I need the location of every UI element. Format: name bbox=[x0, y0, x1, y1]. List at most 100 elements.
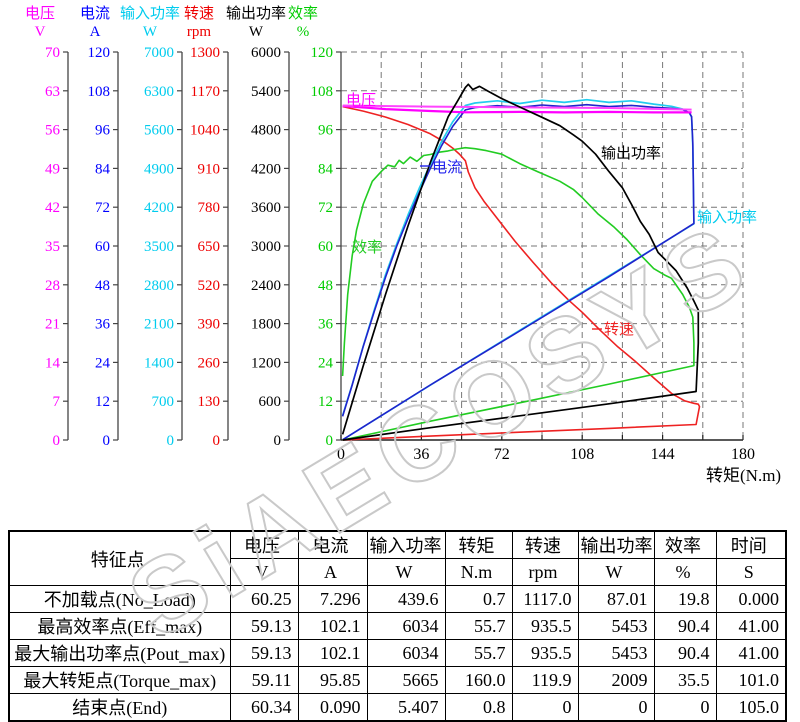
axis-tick-label: 72 bbox=[318, 200, 333, 216]
table-row: 最高效率点(Eff_max) 59.13 102.1 6034 55.7 935.5 545… bbox=[8, 612, 787, 640]
value-cell: 160.0 bbox=[444, 666, 513, 694]
axis-tick-label: 108 bbox=[88, 84, 111, 100]
column-header-电压: 电压 bbox=[229, 530, 299, 559]
axis-tick-label: 120 bbox=[88, 45, 111, 61]
value-cell: 105.0 bbox=[715, 693, 787, 722]
column-unit-输出功率: W bbox=[577, 558, 655, 586]
axis-unit: W bbox=[143, 24, 158, 40]
value-cell: 0 bbox=[653, 693, 717, 722]
axis-tick-label: 36 bbox=[318, 317, 334, 333]
value-cell: 35.5 bbox=[653, 666, 717, 694]
curve-label-效率: 效率 bbox=[352, 239, 382, 256]
axis-tick-label: 910 bbox=[198, 161, 221, 177]
curve-label-电流: 电流 bbox=[432, 159, 462, 176]
axis-tick-label: 6300 bbox=[144, 84, 174, 100]
value-cell: 55.7 bbox=[444, 639, 513, 667]
axis-tick-label: 12 bbox=[318, 394, 333, 410]
value-cell: 87.01 bbox=[577, 585, 655, 613]
axis-tick-label: 49 bbox=[45, 161, 60, 177]
value-cell: 59.13 bbox=[229, 639, 299, 667]
value-cell: 41.00 bbox=[715, 612, 787, 640]
value-cell: 5665 bbox=[366, 666, 446, 694]
value-cell: 1117.0 bbox=[511, 585, 579, 613]
row-label: 最大输出功率点(Pout_max) bbox=[8, 639, 231, 667]
table-row: 不加载点(No_Load) 60.25 7.296 439.6 0.7 1117.0 87.… bbox=[8, 585, 787, 613]
value-cell: 60.34 bbox=[229, 693, 299, 722]
value-cell: 0.090 bbox=[297, 693, 368, 722]
axis-unit: A bbox=[90, 24, 101, 40]
feature-table-wrap: 特征点 电压 电流 输入功率 转矩 转速 输出功率 效率 时间 V A W N.m rpm W% S 不加载点(… bbox=[8, 530, 787, 722]
axis-tick-label: 96 bbox=[318, 123, 334, 139]
row-label: 不加载点(No_Load) bbox=[8, 585, 231, 613]
x-axis-title: 转矩(N.m) bbox=[706, 466, 782, 485]
axis-tick-label: 21 bbox=[45, 317, 60, 333]
axis-tick-label: 6000 bbox=[251, 45, 281, 61]
axis-tick-label: 48 bbox=[95, 278, 110, 294]
axis-tick-label: 780 bbox=[198, 200, 221, 216]
axis-tick-label: 0 bbox=[103, 433, 111, 449]
column-header-转速: 转速 bbox=[511, 530, 579, 559]
curve-label-转速: 转速 bbox=[604, 321, 634, 338]
axis-tick-label: 4200 bbox=[144, 200, 174, 216]
row-label: 最大转矩点(Torque_max) bbox=[8, 666, 231, 694]
axis-tick-label: 3600 bbox=[251, 200, 281, 216]
axis-tick-label: 60 bbox=[318, 239, 333, 255]
axis-tick-label: 28 bbox=[45, 278, 60, 294]
axis-tick-label: 7000 bbox=[144, 45, 174, 61]
axis-unit: rpm bbox=[187, 24, 211, 40]
axis-unit: V bbox=[35, 24, 46, 40]
column-header-效率: 效率 bbox=[653, 530, 717, 559]
axis-tick-label: 0 bbox=[213, 433, 221, 449]
column-header-时间: 时间 bbox=[715, 530, 787, 559]
axis-tick-label: 72 bbox=[95, 200, 110, 216]
table-row: 最大转矩点(Torque_max) 59.11 95.85 5665 160.0 119.… bbox=[8, 666, 787, 694]
value-cell: 935.5 bbox=[511, 639, 579, 667]
value-cell: 41.00 bbox=[715, 639, 787, 667]
value-cell: 59.13 bbox=[229, 612, 299, 640]
axis-tick-label: 600 bbox=[259, 394, 282, 410]
column-header-输入功率: 输入功率 bbox=[366, 530, 446, 559]
column-header-电流: 电流 bbox=[297, 530, 368, 559]
table-row: 最大输出功率点(Pout_max) 59.13 102.1 6034 55.7 935.5… bbox=[8, 639, 787, 667]
x-tick-label: 108 bbox=[570, 446, 594, 463]
value-cell: 5.407 bbox=[366, 693, 446, 722]
curve-电流 bbox=[341, 103, 695, 441]
axis-name: 转速 bbox=[184, 5, 214, 22]
column-unit-效率: % bbox=[653, 558, 717, 586]
axis-tick-label: 1170 bbox=[191, 84, 220, 100]
value-cell: 2009 bbox=[577, 666, 655, 694]
axis-tick-label: 35 bbox=[45, 239, 60, 255]
axis-tick-label: 60 bbox=[95, 239, 110, 255]
axis-tick-label: 2100 bbox=[144, 317, 174, 333]
axis-tick-label: 520 bbox=[198, 278, 221, 294]
value-cell: 6034 bbox=[366, 612, 446, 640]
value-cell: 7.296 bbox=[297, 585, 368, 613]
dyno-chart: 0 7 14 21 28 35 42 49 56 63 70 电压 V 0 12 24 36 48 60 72 84 96… bbox=[25, 5, 757, 463]
axis-tick-label: 0 bbox=[53, 433, 61, 449]
axis-tick-label: 84 bbox=[95, 161, 111, 177]
axis-tick-label: 2400 bbox=[251, 278, 281, 294]
axis-tick-label: 14 bbox=[45, 355, 61, 371]
axis-tick-label: 700 bbox=[152, 394, 175, 410]
value-cell: 935.5 bbox=[511, 612, 579, 640]
value-cell: 0.7 bbox=[444, 585, 513, 613]
value-cell: 101.0 bbox=[715, 666, 787, 694]
axis-tick-label: 84 bbox=[318, 161, 334, 177]
value-cell: 0.8 bbox=[444, 693, 513, 722]
x-tick-label: 144 bbox=[651, 446, 675, 463]
value-cell: 102.1 bbox=[297, 612, 368, 640]
axis-tick-label: 5400 bbox=[251, 84, 281, 100]
value-cell: 5453 bbox=[577, 639, 655, 667]
value-cell: 59.11 bbox=[229, 666, 299, 694]
axis-tick-label: 0 bbox=[326, 433, 334, 449]
axis-tick-label: 7 bbox=[53, 394, 61, 410]
axis-tick-label: 42 bbox=[45, 200, 60, 216]
axis-tick-label: 3000 bbox=[251, 239, 281, 255]
axis-tick-label: 4900 bbox=[144, 161, 174, 177]
value-cell: 19.8 bbox=[653, 585, 717, 613]
curve-label-电压: 电压 bbox=[346, 92, 376, 109]
axis-tick-label: 1040 bbox=[190, 123, 220, 139]
curve-label-输入功率: 输入功率 bbox=[697, 209, 757, 226]
value-cell: 90.4 bbox=[653, 639, 717, 667]
